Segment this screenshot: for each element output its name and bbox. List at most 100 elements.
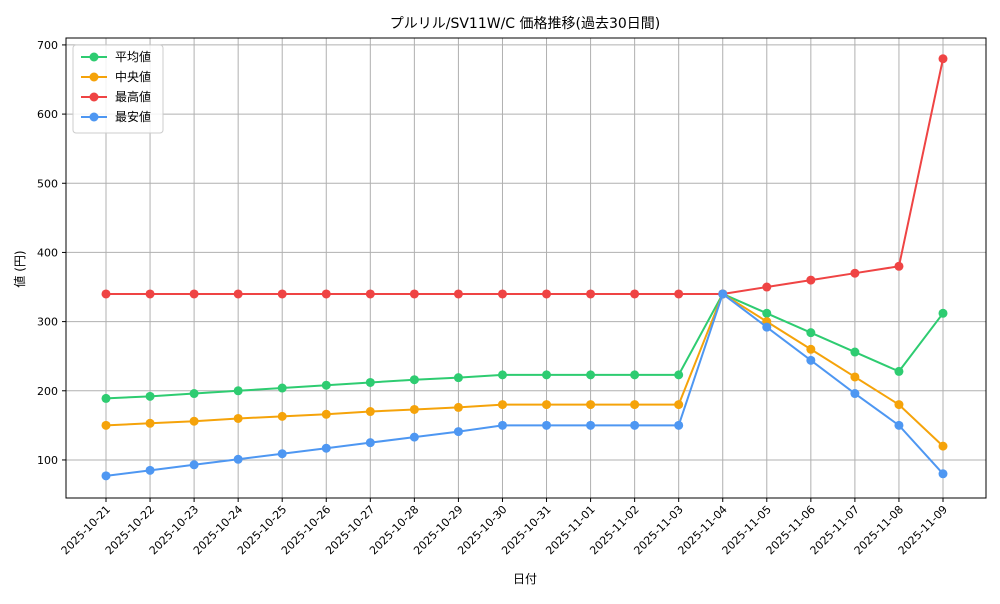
y-tick-label: 700 (37, 39, 58, 52)
series-line (105, 292, 944, 400)
data-point (277, 449, 287, 459)
grid-lines (66, 38, 986, 498)
data-point (542, 420, 552, 430)
legend-label: 平均値 (115, 49, 151, 64)
data-point (365, 377, 375, 387)
data-point (718, 289, 728, 299)
data-point (277, 411, 287, 421)
data-point (806, 275, 816, 285)
data-point (145, 465, 155, 475)
data-point (453, 402, 463, 412)
data-point (850, 372, 860, 382)
data-point (674, 400, 684, 410)
series-平均値 (101, 289, 948, 403)
data-point (233, 454, 243, 464)
series-最高値 (101, 54, 948, 299)
data-point (189, 389, 199, 399)
data-point (189, 416, 199, 426)
data-point (321, 409, 331, 419)
data-point (674, 289, 684, 299)
data-point (674, 420, 684, 430)
legend-item: 平均値 (81, 49, 151, 64)
data-point (894, 400, 904, 410)
data-point (894, 420, 904, 430)
y-axis: 100 200 300 400 500 600 700 (37, 39, 66, 467)
series-line (106, 58, 944, 295)
data-point (542, 370, 552, 380)
legend-swatch-marker (89, 52, 99, 62)
data-point (409, 289, 419, 299)
data-point (938, 469, 948, 479)
data-point (938, 308, 948, 318)
y-tick-label: 400 (37, 246, 58, 259)
data-point (321, 443, 331, 453)
data-point (542, 400, 552, 410)
y-tick-label: 200 (37, 385, 58, 398)
data-point (145, 289, 155, 299)
data-point (189, 460, 199, 470)
data-point (850, 389, 860, 399)
x-axis-label: 日付 (513, 572, 537, 586)
legend-swatch-marker (89, 112, 99, 122)
data-point (409, 375, 419, 385)
data-point (189, 289, 199, 299)
data-point (894, 261, 904, 271)
data-point (938, 54, 948, 64)
data-point (409, 432, 419, 442)
legend-item: 最安値 (81, 109, 151, 124)
data-point (497, 289, 507, 299)
data-point (630, 420, 640, 430)
data-point (101, 393, 111, 403)
data-point (586, 370, 596, 380)
data-point (630, 400, 640, 410)
data-point (497, 370, 507, 380)
data-point (542, 289, 552, 299)
chart-title: プルリル/SV11W/C 価格推移(過去30日間) (390, 16, 661, 32)
legend-swatch-marker (89, 72, 99, 82)
data-point (233, 413, 243, 423)
data-point (277, 383, 287, 393)
data-point (145, 418, 155, 428)
data-point (277, 289, 287, 299)
data-point (321, 289, 331, 299)
data-point (101, 420, 111, 430)
data-point (321, 380, 331, 390)
y-tick-label: 500 (37, 177, 58, 190)
data-point (806, 328, 816, 338)
data-point (145, 391, 155, 401)
series-line (105, 292, 944, 477)
data-point (497, 420, 507, 430)
legend-label: 最高値 (115, 89, 151, 104)
data-point (938, 441, 948, 451)
plot-frame (65, 37, 987, 499)
data-point (850, 268, 860, 278)
data-point (850, 347, 860, 357)
x-axis: 2025-10-212025-10-222025-10-232025-10-24… (59, 498, 950, 557)
legend-label: 中央値 (115, 69, 151, 84)
legend-item: 最高値 (81, 89, 151, 104)
y-tick-label: 300 (37, 316, 58, 329)
data-point (630, 370, 640, 380)
data-point (762, 282, 772, 292)
data-point (365, 407, 375, 417)
data-point (365, 438, 375, 448)
data-point (674, 370, 684, 380)
data-point (806, 344, 816, 354)
data-point (453, 289, 463, 299)
y-axis-label: 値 (円) (12, 250, 27, 287)
data-point (233, 386, 243, 396)
series-line (105, 292, 944, 447)
data-point (586, 420, 596, 430)
data-point (233, 289, 243, 299)
data-point (762, 322, 772, 332)
data-point (806, 355, 816, 365)
data-point (101, 471, 111, 481)
series-中央値 (101, 289, 948, 451)
legend-label: 最安値 (115, 109, 151, 124)
series-最安値 (101, 289, 948, 481)
data-point (497, 400, 507, 410)
data-point (762, 308, 772, 318)
